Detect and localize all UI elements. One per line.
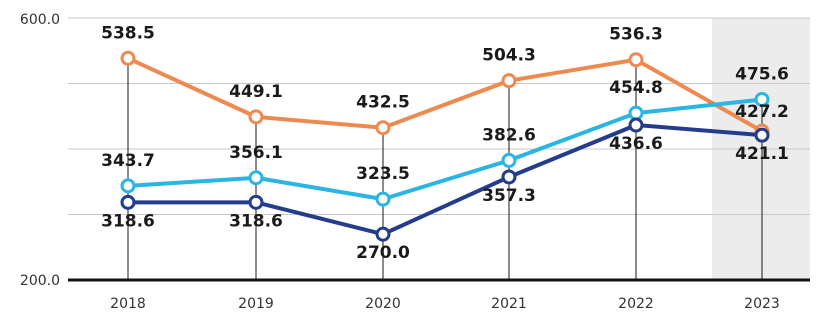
data-label-light-2022: 454.8 bbox=[609, 78, 663, 98]
point-dark-2018 bbox=[120, 194, 136, 210]
data-label-orange-2021: 504.3 bbox=[482, 46, 536, 66]
point-orange-2022 bbox=[628, 52, 644, 68]
x-tick-label: 2021 bbox=[491, 296, 527, 312]
data-label-light-2021: 382.6 bbox=[482, 125, 536, 145]
y-tick-label-bottom: 200.0 bbox=[20, 273, 60, 289]
data-label-orange-2023: 427.2 bbox=[735, 102, 789, 122]
data-label-light-2023: 475.6 bbox=[735, 64, 789, 84]
series-line-light bbox=[127, 97, 763, 202]
point-dark-2019 bbox=[248, 194, 264, 210]
x-tick-labels: 2018 2019 2020 2021 2022 2023 bbox=[110, 296, 780, 312]
point-orange-2021 bbox=[501, 73, 517, 89]
data-label-orange-2022: 536.3 bbox=[609, 25, 663, 45]
point-orange-2020 bbox=[375, 120, 391, 136]
data-label-light-2020: 323.5 bbox=[356, 164, 410, 184]
point-light-2021 bbox=[501, 152, 517, 168]
x-tick-label: 2022 bbox=[618, 296, 654, 312]
point-orange-2019 bbox=[248, 109, 264, 125]
data-label-orange-2019: 449.1 bbox=[229, 82, 283, 102]
x-tick-label: 2018 bbox=[110, 296, 146, 312]
data-label-dark-2021: 357.3 bbox=[482, 186, 536, 206]
data-label-dark-2020: 270.0 bbox=[356, 243, 410, 263]
series-lines bbox=[120, 50, 770, 242]
x-tick-label: 2020 bbox=[365, 296, 401, 312]
point-dark-2023 bbox=[754, 127, 770, 143]
data-label-dark-2019: 318.6 bbox=[229, 211, 283, 231]
data-label-light-2018: 343.7 bbox=[101, 151, 155, 171]
point-light-2018 bbox=[120, 178, 136, 194]
data-label-dark-2018: 318.6 bbox=[101, 211, 155, 231]
x-tick-label: 2023 bbox=[744, 296, 780, 312]
gridlines bbox=[68, 17, 810, 215]
y-tick-label-top: 600.0 bbox=[20, 12, 60, 28]
vertical-guide-lines bbox=[127, 58, 763, 280]
point-orange-2018 bbox=[120, 50, 136, 66]
point-dark-2021 bbox=[501, 169, 517, 185]
point-light-2019 bbox=[248, 170, 264, 186]
point-dark-2020 bbox=[375, 226, 391, 242]
data-label-orange-2018: 538.5 bbox=[101, 23, 155, 43]
point-light-2022 bbox=[628, 105, 644, 121]
series-line-dark bbox=[128, 123, 763, 237]
point-dark-2022 bbox=[628, 117, 644, 133]
data-label-light-2019: 356.1 bbox=[229, 143, 283, 163]
data-label-dark-2023: 421.1 bbox=[735, 144, 789, 164]
data-label-orange-2020: 432.5 bbox=[356, 93, 410, 113]
data-label-dark-2022: 436.6 bbox=[609, 134, 663, 154]
series-line-orange bbox=[127, 56, 763, 133]
point-light-2020 bbox=[375, 191, 391, 207]
point-light-2023 bbox=[754, 91, 770, 107]
data-labels: 538.5 449.1 432.5 504.3 536.3 427.2 343.7 356.1… bbox=[101, 23, 789, 263]
x-tick-label: 2019 bbox=[238, 296, 274, 312]
